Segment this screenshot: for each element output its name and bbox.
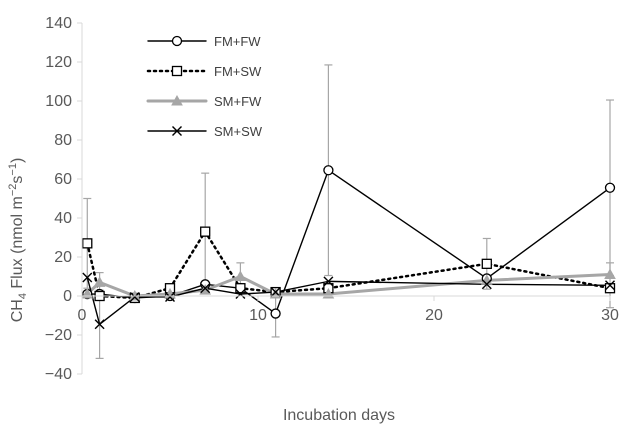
series-line-fm-sw (86, 230, 612, 300)
data-point-fm-sw (82, 238, 93, 249)
data-point-fm-sw (481, 258, 492, 269)
marker-stroke (605, 280, 615, 291)
x-axis-ticks: 0 10 20 30 (78, 296, 619, 324)
legend-label-sm-fw: SM+FW (214, 94, 262, 109)
series-markers (81, 165, 616, 330)
y-tick-label: 80 (54, 132, 72, 149)
data-point-fm-sw (235, 283, 246, 294)
marker-stroke (172, 126, 182, 136)
y-tick-label: 0 (63, 288, 72, 305)
legend-marker-sm-sw (172, 126, 182, 136)
marker-stroke (129, 291, 140, 302)
y-tick-label: 140 (45, 15, 72, 32)
x-axis-title: Incubation days (283, 407, 395, 424)
marker-stroke (270, 287, 281, 298)
data-point-sm-sw (481, 279, 492, 290)
data-point-sm-sw (605, 280, 615, 291)
data-point-sm-sw (82, 272, 93, 283)
x-tick-label: 30 (601, 307, 619, 324)
data-point-sm-fw (93, 276, 106, 287)
y-axis-title: CH4 Flux (nmol m−2s−1) (7, 158, 29, 323)
marker-stroke (82, 272, 93, 283)
legend-marker-sm-fw (171, 94, 183, 106)
data-point-sm-fw (234, 270, 247, 281)
legend-label-fm-sw: FM+SW (214, 64, 262, 79)
data-point-sm-sw (165, 291, 175, 302)
series-line-sm-sw (86, 276, 611, 325)
data-point-sm-sw (129, 291, 140, 302)
data-point-sm-sw (235, 289, 246, 300)
y-tick-label: 40 (54, 210, 72, 227)
legend-marker-fm-fw (171, 35, 183, 47)
y-tick-label: 60 (54, 171, 72, 188)
marker-stroke (481, 279, 492, 290)
x-tick-label: 20 (425, 307, 443, 324)
legend-label-sm-sw: SM+SW (214, 124, 263, 139)
data-point-sm-sw (94, 319, 105, 330)
data-point-sm-sw (200, 283, 211, 294)
y-tick-label: 20 (54, 249, 72, 266)
marker-stroke (200, 283, 211, 294)
data-point-fm-fw (604, 182, 616, 193)
data-point-fm-sw (200, 226, 211, 237)
error-bars (83, 64, 614, 359)
y-tick-label: 120 (45, 54, 72, 71)
data-point-sm-fw (199, 284, 212, 295)
data-point-fm-fw (270, 308, 281, 319)
data-point-sm-fw (604, 268, 616, 280)
y-tick-label: −20 (45, 327, 72, 344)
legend-marker-fm-sw (171, 65, 183, 77)
x-tick-label: 0 (78, 307, 87, 324)
marker-stroke (165, 291, 175, 302)
data-point-sm-sw (323, 276, 334, 287)
marker-stroke (323, 276, 334, 287)
data-point-fm-fw (323, 165, 334, 176)
marker-stroke (235, 289, 246, 300)
y-axis-ticks: −40 −20 0 20 40 60 80 100 120 140 (45, 15, 82, 383)
y-tick-label: −40 (45, 366, 72, 383)
series-line-sm-fw (85, 273, 612, 298)
legend-label-fm-fw: FM+FW (214, 34, 261, 49)
x-tick-label: 10 (249, 307, 267, 324)
marker-stroke (94, 319, 105, 330)
data-point-fm-sw (604, 283, 616, 294)
y-tick-label: 100 (45, 93, 72, 110)
data-point-sm-sw (270, 287, 281, 298)
legend: FM+FW FM+SW SM+FW SM+SW (146, 34, 263, 139)
